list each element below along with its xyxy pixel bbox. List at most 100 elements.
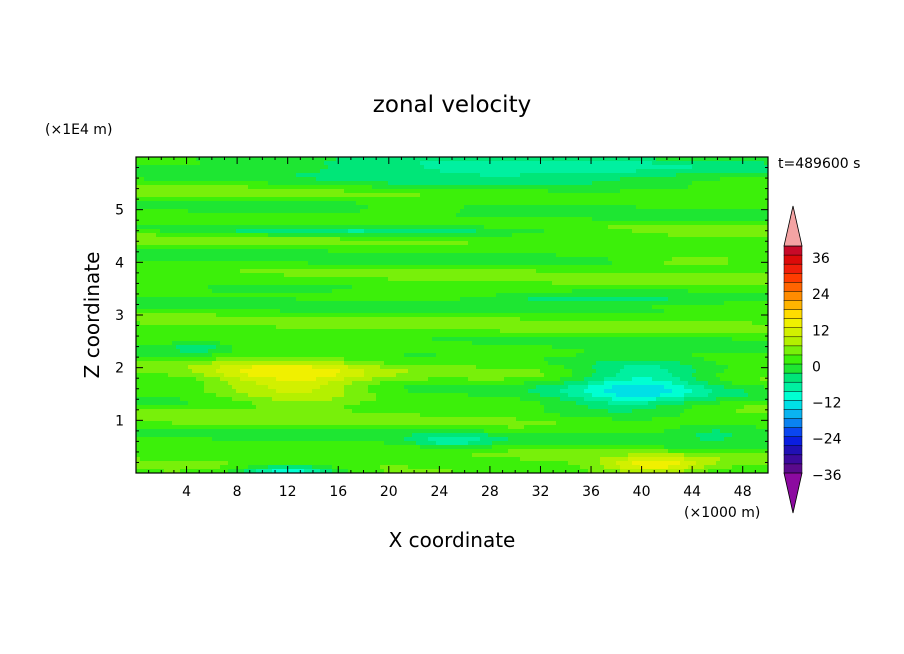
field-cell [296, 345, 301, 350]
field-cell [168, 461, 173, 466]
field-cell [352, 185, 357, 190]
field-cell [160, 297, 165, 302]
field-cell [188, 313, 193, 318]
field-cell [196, 265, 201, 270]
field-cell [368, 257, 373, 262]
field-cell [188, 197, 193, 202]
field-cell [188, 261, 193, 266]
field-cell [180, 233, 185, 238]
field-cell [168, 181, 173, 186]
field-cell [304, 401, 309, 406]
field-cell [176, 213, 181, 218]
field-cell [376, 265, 381, 270]
field-cell [156, 425, 161, 430]
field-cell [268, 341, 273, 346]
field-cell [280, 293, 285, 298]
field-cell [244, 341, 249, 346]
field-cell [312, 365, 317, 370]
field-cell [232, 205, 237, 210]
field-cell [220, 469, 225, 473]
field-cell [168, 209, 173, 214]
field-cell [172, 385, 177, 390]
field-cell [368, 337, 373, 342]
field-cell [236, 273, 241, 278]
field-cell [296, 261, 301, 266]
field-cell [256, 345, 261, 350]
field-cell [360, 237, 365, 242]
field-cell [292, 405, 297, 410]
field-cell [232, 377, 237, 382]
field-cell [384, 285, 389, 290]
field-cell [240, 441, 245, 446]
field-cell [312, 313, 317, 318]
field-cell [152, 177, 157, 182]
field-cell [316, 273, 321, 278]
field-cell [380, 433, 385, 438]
field-cell [272, 425, 277, 430]
field-cell [140, 173, 145, 178]
field-cell [364, 229, 369, 234]
field-cell [160, 301, 165, 306]
field-cell [340, 173, 345, 178]
field-cell [200, 229, 205, 234]
field-cell [160, 449, 165, 454]
field-cell [276, 449, 281, 454]
field-cell [316, 345, 321, 350]
field-cell [264, 457, 269, 462]
field-cell [160, 241, 165, 246]
field-cell [280, 237, 285, 242]
field-cell [200, 181, 205, 186]
field-cell [352, 253, 357, 258]
field-cell [388, 177, 393, 182]
field-cell [264, 241, 269, 246]
field-cell [220, 281, 225, 286]
field-cell [228, 409, 233, 414]
field-cell [224, 269, 229, 274]
field-cell [212, 221, 217, 226]
field-cell [164, 221, 169, 226]
field-cell [292, 373, 297, 378]
field-cell [260, 465, 265, 470]
field-cell [188, 189, 193, 194]
field-cell [140, 361, 145, 366]
field-cell [204, 341, 209, 346]
field-cell [144, 293, 149, 298]
field-cell [148, 441, 153, 446]
field-cell [176, 245, 181, 250]
field-cell [348, 213, 353, 218]
field-cell [300, 193, 305, 198]
field-cell [352, 241, 357, 246]
field-cell [268, 261, 273, 266]
field-cell [344, 161, 349, 166]
field-cell [220, 165, 225, 170]
field-cell [384, 201, 389, 206]
field-cell [208, 333, 213, 338]
field-cell [284, 357, 289, 362]
field-cell [240, 377, 245, 382]
field-cell [204, 169, 209, 174]
field-cell [220, 369, 225, 374]
field-cell [176, 333, 181, 338]
field-cell [304, 301, 309, 306]
field-cell [200, 333, 205, 338]
field-cell [172, 381, 177, 386]
field-cell [148, 469, 153, 473]
field-cell [192, 349, 197, 354]
field-cell [288, 349, 293, 354]
field-cell [260, 241, 265, 246]
field-cell [236, 189, 241, 194]
field-cell [196, 189, 201, 194]
field-cell [316, 229, 321, 234]
field-cell [280, 297, 285, 302]
field-cell [180, 385, 185, 390]
field-cell [212, 349, 217, 354]
field-cell [356, 241, 361, 246]
field-cell [356, 289, 361, 294]
field-cell [192, 257, 197, 262]
field-cell [316, 401, 321, 406]
field-cell [196, 309, 201, 314]
field-cell [336, 445, 341, 450]
field-cell [148, 313, 153, 318]
field-cell [300, 445, 305, 450]
field-cell [328, 249, 333, 254]
